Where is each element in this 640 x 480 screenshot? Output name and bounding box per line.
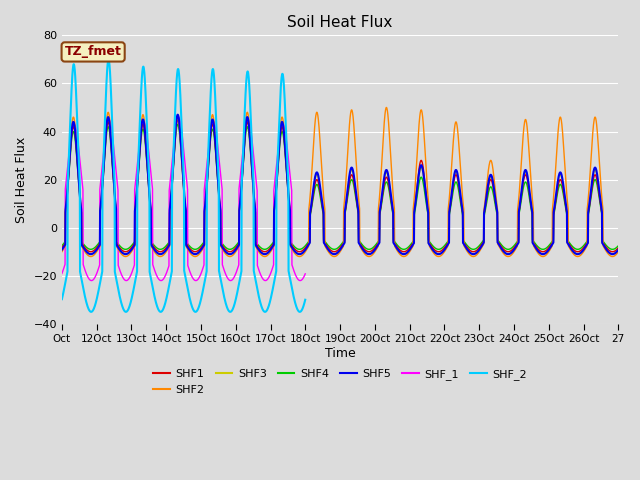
- SHF5: [508, 249, 516, 255]
- Legend: SHF1, SHF2, SHF3, SHF4, SHF5, SHF_1, SHF_2: SHF1, SHF2, SHF3, SHF4, SHF5, SHF_1, SHF…: [149, 365, 531, 399]
- Line: SHF_2: SHF_2: [62, 60, 305, 312]
- Line: SHF4: SHF4: [62, 124, 618, 249]
- SHF5: [607, 251, 615, 257]
- SHF_1: [114, 183, 122, 189]
- SHF1: [58, 245, 66, 251]
- SHF2: [374, 244, 381, 250]
- SHF5: [174, 112, 182, 118]
- SHF4: [374, 239, 382, 245]
- SHF4: [114, 240, 122, 246]
- SHF2: [508, 252, 516, 257]
- Line: SHF1: SHF1: [62, 120, 618, 252]
- SHF_2: [114, 283, 122, 288]
- SHF1: [330, 249, 338, 254]
- SHF4: [508, 245, 516, 251]
- SHF2: [540, 253, 547, 259]
- SHF3: [330, 251, 338, 257]
- SHF5: [614, 247, 622, 252]
- SHF2: [383, 105, 390, 110]
- SHF1: [508, 247, 516, 253]
- SHF_1: [58, 271, 66, 276]
- SHF5: [374, 242, 382, 248]
- SHF4: [607, 246, 615, 252]
- SHF5: [540, 251, 547, 257]
- SHF2: [614, 249, 622, 254]
- SHF5: [330, 251, 338, 257]
- Line: SHF5: SHF5: [62, 115, 618, 254]
- SHF1: [607, 249, 615, 254]
- SHF4: [174, 121, 182, 127]
- SHF2: [607, 253, 615, 259]
- SHF4: [540, 246, 547, 252]
- SHF4: [58, 243, 66, 249]
- SHF1: [174, 117, 182, 122]
- Line: SHF2: SHF2: [62, 108, 618, 256]
- SHF3: [114, 243, 122, 249]
- SHF3: [614, 247, 622, 252]
- SHF_2: [58, 296, 66, 302]
- SHF3: [58, 247, 66, 252]
- SHF2: [114, 245, 122, 251]
- SHF1: [540, 249, 547, 254]
- SHF5: [58, 247, 66, 252]
- SHF3: [174, 114, 182, 120]
- SHF1: [114, 242, 122, 248]
- SHF1: [234, 242, 242, 248]
- SHF4: [234, 240, 242, 246]
- SHF3: [374, 242, 382, 248]
- Line: SHF3: SHF3: [62, 117, 618, 254]
- SHF1: [374, 240, 382, 246]
- SHF5: [234, 244, 242, 250]
- SHF2: [234, 246, 241, 252]
- SHF2: [330, 253, 338, 259]
- Text: TZ_fmet: TZ_fmet: [65, 46, 122, 59]
- SHF4: [330, 246, 338, 252]
- SHF2: [58, 249, 66, 254]
- SHF3: [607, 251, 615, 257]
- SHF1: [614, 245, 622, 251]
- Line: SHF_1: SHF_1: [62, 117, 305, 281]
- SHF_1: [234, 266, 241, 272]
- SHF5: [114, 243, 122, 249]
- SHF3: [234, 244, 242, 250]
- Y-axis label: Soil Heat Flux: Soil Heat Flux: [15, 136, 28, 223]
- SHF4: [614, 243, 622, 249]
- SHF3: [540, 251, 547, 257]
- SHF_2: [234, 288, 241, 294]
- Title: Soil Heat Flux: Soil Heat Flux: [287, 15, 393, 30]
- SHF3: [508, 249, 516, 255]
- X-axis label: Time: Time: [324, 347, 356, 360]
